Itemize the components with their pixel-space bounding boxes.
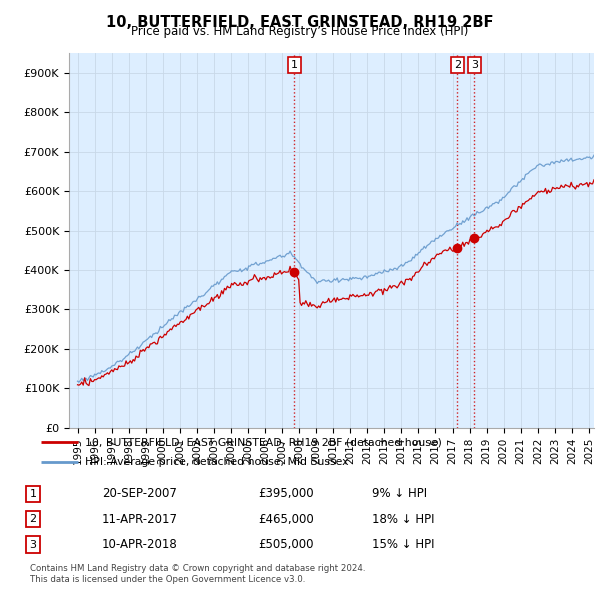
Text: Contains HM Land Registry data © Crown copyright and database right 2024.: Contains HM Land Registry data © Crown c… — [30, 565, 365, 573]
Text: £395,000: £395,000 — [258, 487, 314, 500]
Text: 10, BUTTERFIELD, EAST GRINSTEAD, RH19 2BF (detached house): 10, BUTTERFIELD, EAST GRINSTEAD, RH19 2B… — [85, 437, 442, 447]
Text: 10, BUTTERFIELD, EAST GRINSTEAD, RH19 2BF: 10, BUTTERFIELD, EAST GRINSTEAD, RH19 2B… — [106, 15, 494, 30]
Text: 1: 1 — [291, 60, 298, 70]
Text: 18% ↓ HPI: 18% ↓ HPI — [372, 513, 434, 526]
Text: 10-APR-2018: 10-APR-2018 — [102, 538, 178, 551]
Text: 2: 2 — [454, 60, 461, 70]
Text: 1: 1 — [29, 489, 37, 499]
Text: HPI: Average price, detached house, Mid Sussex: HPI: Average price, detached house, Mid … — [85, 457, 349, 467]
Text: 2: 2 — [29, 514, 37, 524]
Text: 11-APR-2017: 11-APR-2017 — [102, 513, 178, 526]
Text: 15% ↓ HPI: 15% ↓ HPI — [372, 538, 434, 551]
Text: 9% ↓ HPI: 9% ↓ HPI — [372, 487, 427, 500]
Text: £465,000: £465,000 — [258, 513, 314, 526]
Text: 3: 3 — [29, 540, 37, 549]
Text: Price paid vs. HM Land Registry’s House Price Index (HPI): Price paid vs. HM Land Registry’s House … — [131, 25, 469, 38]
Text: 3: 3 — [471, 60, 478, 70]
Text: This data is licensed under the Open Government Licence v3.0.: This data is licensed under the Open Gov… — [30, 575, 305, 584]
Text: £505,000: £505,000 — [258, 538, 314, 551]
Text: 20-SEP-2007: 20-SEP-2007 — [102, 487, 177, 500]
